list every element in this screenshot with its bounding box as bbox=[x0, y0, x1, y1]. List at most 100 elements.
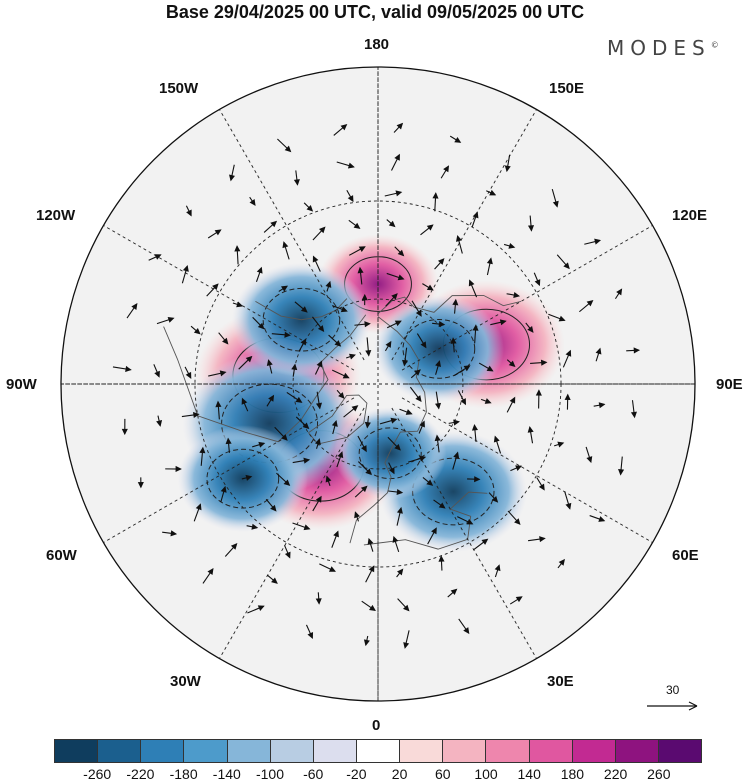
wind-arrow bbox=[303, 202, 314, 212]
negative-anomaly-scandinavia-contour bbox=[358, 427, 422, 480]
wind-arrow bbox=[365, 565, 375, 583]
colorbar-tick-label: 60 bbox=[435, 766, 451, 782]
wind-arrow bbox=[357, 435, 367, 453]
graticule bbox=[61, 67, 695, 701]
colorbar-tick-label: 20 bbox=[391, 766, 408, 782]
wind-arrow bbox=[528, 536, 546, 543]
wind-arrow bbox=[408, 455, 427, 463]
wind-arrow bbox=[509, 596, 523, 605]
wind-arrow bbox=[454, 365, 471, 376]
wind-arrow bbox=[503, 242, 516, 249]
wind-arrow bbox=[246, 523, 259, 530]
coastline-5 bbox=[255, 298, 348, 321]
wind-arrow bbox=[553, 441, 565, 448]
wind-arrow bbox=[418, 420, 425, 434]
wind-arrow bbox=[251, 441, 266, 448]
wind-arrow bbox=[472, 324, 479, 344]
wind-arrow bbox=[249, 196, 256, 206]
wind-arrow bbox=[510, 465, 523, 472]
wind-arrow bbox=[181, 264, 189, 284]
wind-arrow bbox=[312, 255, 321, 272]
wind-arrow bbox=[354, 485, 368, 498]
wind-arrow bbox=[181, 411, 200, 419]
coastline-2 bbox=[349, 316, 427, 544]
colorbar-tick-label: -220 bbox=[126, 766, 155, 782]
wind-arrow bbox=[363, 635, 370, 647]
wind-arrow bbox=[530, 359, 548, 366]
lon-label-60w: 60W bbox=[46, 547, 77, 564]
wind-arrow bbox=[435, 391, 442, 410]
wind-arrow bbox=[449, 135, 462, 143]
wind-arrow bbox=[325, 475, 332, 486]
wind-arrow bbox=[274, 426, 288, 441]
colorbar-tick-label: 100 bbox=[474, 766, 498, 782]
wind-arrow bbox=[354, 321, 371, 328]
colorbar-tick-label: -140 bbox=[212, 766, 241, 782]
wind-arrow bbox=[379, 417, 398, 425]
wind-arrow bbox=[206, 283, 219, 297]
wind-arrow bbox=[386, 219, 396, 228]
lon-label-120w: 120W bbox=[36, 207, 76, 224]
wind-arrow bbox=[291, 363, 298, 377]
wind-arrow bbox=[224, 543, 238, 557]
wind-arrow bbox=[394, 246, 405, 257]
wind-arrow bbox=[190, 325, 201, 335]
wind-arrow bbox=[564, 393, 571, 410]
wind-arrow bbox=[626, 347, 641, 354]
wind-arrow bbox=[457, 390, 467, 406]
wind-arrow bbox=[255, 266, 263, 283]
wind-arrow bbox=[364, 415, 371, 429]
wind-arrow bbox=[220, 485, 227, 503]
wind-arrow bbox=[385, 293, 398, 307]
wind-arrow bbox=[486, 257, 493, 276]
colorbar-tick-label: -180 bbox=[169, 766, 198, 782]
wind-arrow bbox=[527, 215, 535, 232]
wind-arrow bbox=[448, 419, 460, 426]
wind-arrow bbox=[630, 400, 637, 419]
map-disc-background bbox=[61, 67, 695, 701]
wind-arrow bbox=[357, 266, 364, 285]
wind-arrow bbox=[312, 226, 326, 241]
wind-arrow bbox=[452, 298, 459, 314]
coastline-0 bbox=[163, 314, 367, 443]
wind-arrow bbox=[493, 435, 502, 454]
colorbar-tick-label: -260 bbox=[83, 766, 112, 782]
colorbar-tick-label: -100 bbox=[255, 766, 285, 782]
wind-arrow bbox=[357, 461, 372, 476]
colorbar-swatch bbox=[615, 740, 659, 762]
wind-arrow bbox=[361, 293, 368, 306]
wind-arrow bbox=[263, 220, 278, 233]
colorbar-swatch bbox=[400, 740, 444, 762]
wind-arrow bbox=[112, 365, 132, 372]
meridian-240 bbox=[103, 225, 355, 371]
wind-arrow bbox=[348, 246, 366, 256]
reference-vector-label: 30 bbox=[666, 683, 680, 697]
wind-arrow bbox=[422, 477, 434, 486]
wind-arrow bbox=[336, 389, 345, 399]
wind-arrow bbox=[315, 391, 323, 410]
wind-arrow bbox=[199, 446, 206, 466]
wind-arrow bbox=[238, 355, 253, 370]
meridian-300 bbox=[103, 397, 355, 543]
lon-label-30w: 30W bbox=[170, 673, 201, 690]
wind-arrow bbox=[292, 457, 311, 464]
wind-arrow bbox=[234, 245, 241, 265]
wind-arrow bbox=[333, 123, 348, 136]
wind-arrow bbox=[490, 319, 507, 326]
wind-arrow bbox=[311, 316, 325, 333]
wind-arrow bbox=[562, 349, 572, 368]
wind-arrow bbox=[403, 630, 410, 649]
wind-arrow bbox=[336, 161, 355, 169]
wind-arrow bbox=[506, 396, 516, 413]
wind-arrow bbox=[165, 465, 182, 473]
wind-arrow bbox=[488, 492, 499, 503]
colorbar-swatch bbox=[141, 740, 185, 762]
wind-arrow bbox=[578, 299, 594, 313]
wind-arrow bbox=[252, 316, 265, 330]
wind-arrow bbox=[434, 434, 441, 453]
meridian-30 bbox=[391, 407, 537, 659]
wind-arrow bbox=[384, 340, 392, 352]
wind-arrow bbox=[387, 436, 401, 451]
wind-arrow bbox=[420, 224, 434, 236]
wind-arrow bbox=[286, 391, 303, 403]
